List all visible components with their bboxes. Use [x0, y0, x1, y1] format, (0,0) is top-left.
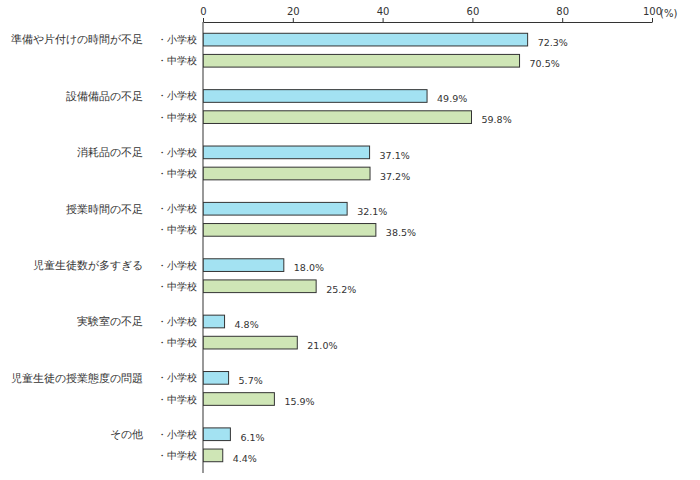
series-label: ・小学校: [157, 260, 197, 271]
bar: [203, 54, 520, 67]
series-label: ・小学校: [157, 34, 197, 45]
data-label: 49.9%: [437, 93, 467, 104]
category-label: 消耗品の不足: [77, 146, 143, 159]
category-label: 準備や片付けの時間が不足: [11, 33, 143, 46]
tick-mark: [472, 18, 473, 22]
bar: [203, 336, 297, 349]
bar: [203, 428, 230, 441]
tick-label: 20: [287, 6, 300, 17]
series-label: ・小学校: [157, 429, 197, 440]
bar: [203, 449, 223, 462]
tick-mark: [293, 18, 294, 22]
data-label: 72.3%: [538, 37, 568, 48]
tick-label: 0: [200, 6, 206, 17]
data-label: 70.5%: [530, 58, 560, 69]
series-label: ・小学校: [157, 90, 197, 101]
tick-label: 80: [556, 6, 569, 17]
bar: [203, 315, 225, 328]
series-label: ・中学校: [157, 55, 197, 66]
data-label: 38.5%: [386, 227, 416, 238]
tick-mark: [383, 18, 384, 22]
bar: [203, 280, 316, 293]
category-label: 実験室の不足: [77, 315, 143, 328]
series-label: ・中学校: [157, 281, 197, 292]
category-label: 授業時間の不足: [66, 203, 143, 216]
labels: 準備や片付けの時間が不足・小学校72.3%・中学校70.5%設備備品の不足・小学…: [11, 33, 568, 463]
tick-mark: [562, 18, 563, 22]
data-label: 6.1%: [240, 432, 264, 443]
bar: [203, 224, 376, 237]
y-axis-line: [203, 22, 204, 473]
data-label: 15.9%: [284, 396, 314, 407]
bars: [203, 33, 528, 461]
series-label: ・中学校: [157, 450, 197, 461]
data-label: 37.1%: [380, 150, 410, 161]
x-axis: 020406080100: [200, 6, 662, 23]
category-label: その他: [110, 428, 143, 441]
data-label: 37.2%: [380, 171, 410, 182]
tick-mark: [203, 18, 204, 22]
category-label: 児童生徒の授業態度の問題: [11, 372, 143, 385]
bar: [203, 167, 370, 180]
bar: [203, 202, 347, 215]
tick: 40: [377, 6, 390, 22]
data-label: 32.1%: [357, 206, 387, 217]
series-label: ・中学校: [157, 112, 197, 123]
bar: [203, 111, 472, 124]
series-label: ・小学校: [157, 203, 197, 214]
tick: 20: [287, 6, 300, 22]
category-label: 児童生徒数が多すぎる: [33, 259, 143, 272]
data-label: 25.2%: [326, 284, 356, 295]
series-label: ・小学校: [157, 316, 197, 327]
tick-label: 40: [377, 6, 390, 17]
series-label: ・中学校: [157, 168, 197, 179]
axis-title: (%): [660, 8, 677, 19]
series-label: ・小学校: [157, 372, 197, 383]
data-label: 4.8%: [235, 319, 259, 330]
series-label: ・小学校: [157, 147, 197, 158]
data-label: 59.8%: [482, 114, 512, 125]
series-label: ・中学校: [157, 337, 197, 348]
bar: [203, 372, 229, 385]
data-label: 5.7%: [239, 375, 263, 386]
data-label: 21.0%: [307, 340, 337, 351]
data-label: 4.4%: [233, 453, 257, 464]
chart: 020406080100(%)準備や片付けの時間が不足・小学校72.3%・中学校…: [0, 0, 700, 480]
tick-mark: [652, 18, 653, 22]
x-axis-line: [204, 22, 653, 23]
tick: 60: [467, 6, 480, 22]
bar: [203, 259, 284, 272]
data-label: 18.0%: [294, 262, 324, 273]
bar: [203, 146, 370, 159]
tick-label: 60: [467, 6, 480, 17]
bar: [203, 33, 528, 46]
bar: [203, 393, 274, 406]
series-label: ・中学校: [157, 394, 197, 405]
series-label: ・中学校: [157, 224, 197, 235]
tick: 80: [556, 6, 569, 22]
tick: 0: [200, 6, 206, 22]
bar: [203, 90, 427, 103]
category-label: 設備備品の不足: [66, 90, 143, 103]
